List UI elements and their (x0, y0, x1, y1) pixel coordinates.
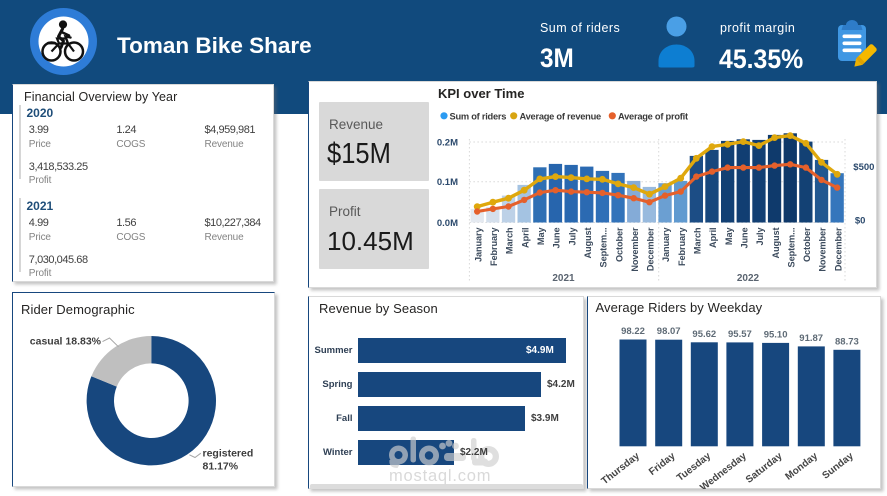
svg-text:February: February (489, 227, 499, 267)
svg-text:91.87: 91.87 (799, 332, 823, 343)
svg-text:April: April (708, 228, 718, 248)
svg-text:casual 18.83%: casual 18.83% (30, 336, 102, 348)
svg-text:registered: registered (203, 448, 254, 460)
svg-text:October: October (614, 227, 624, 262)
svg-text:88.73: 88.73 (835, 336, 859, 347)
svg-text:May: May (536, 227, 546, 246)
svg-text:KPI over Time: KPI over Time (438, 86, 524, 101)
svg-text:98.07: 98.07 (657, 326, 681, 337)
svg-text:January: January (661, 227, 671, 263)
svg-text:April: April (520, 228, 530, 248)
svg-text:Average of revenue: Average of revenue (520, 112, 602, 122)
svg-text:$500: $500 (853, 162, 874, 173)
svg-text:0.1M: 0.1M (437, 177, 458, 188)
svg-text:Monday: Monday (784, 450, 821, 482)
svg-text:Septem...: Septem... (786, 228, 796, 268)
svg-text:August: August (771, 227, 781, 258)
svg-text:December: December (833, 227, 843, 271)
svg-text:March: March (693, 227, 703, 254)
svg-text:August: August (583, 227, 593, 258)
svg-text:May: May (724, 227, 734, 246)
svg-text:81.17%: 81.17% (203, 461, 239, 473)
svg-text:95.57: 95.57 (728, 328, 752, 339)
svg-text:$0: $0 (855, 216, 866, 227)
svg-text:February: February (677, 227, 687, 267)
svg-text:Sunday: Sunday (821, 450, 857, 481)
svg-text:July: July (567, 227, 577, 246)
svg-text:June: June (740, 228, 750, 249)
svg-text:December: December (646, 227, 656, 271)
svg-text:July: July (755, 227, 765, 246)
svg-text:January: January (473, 227, 483, 263)
svg-text:95.62: 95.62 (692, 328, 716, 339)
svg-text:November: November (818, 227, 828, 272)
svg-text:Average of profit: Average of profit (618, 112, 688, 122)
svg-text:October: October (802, 227, 812, 262)
svg-text:2021: 2021 (552, 273, 575, 284)
svg-text:0.2M: 0.2M (437, 137, 458, 148)
svg-text:0.0M: 0.0M (437, 218, 458, 229)
svg-text:November: November (630, 227, 640, 272)
svg-text:Friday: Friday (647, 450, 678, 477)
svg-text:Sum of riders: Sum of riders (450, 112, 507, 122)
svg-text:98.22: 98.22 (621, 326, 645, 337)
svg-text:June: June (552, 228, 562, 249)
svg-text:2022: 2022 (737, 273, 760, 284)
svg-text:Saturday: Saturday (744, 450, 785, 485)
svg-text:Thursday: Thursday (600, 450, 643, 487)
svg-text:March: March (505, 227, 515, 254)
svg-text:Septem...: Septem... (599, 228, 609, 268)
svg-text:95.10: 95.10 (764, 329, 788, 340)
